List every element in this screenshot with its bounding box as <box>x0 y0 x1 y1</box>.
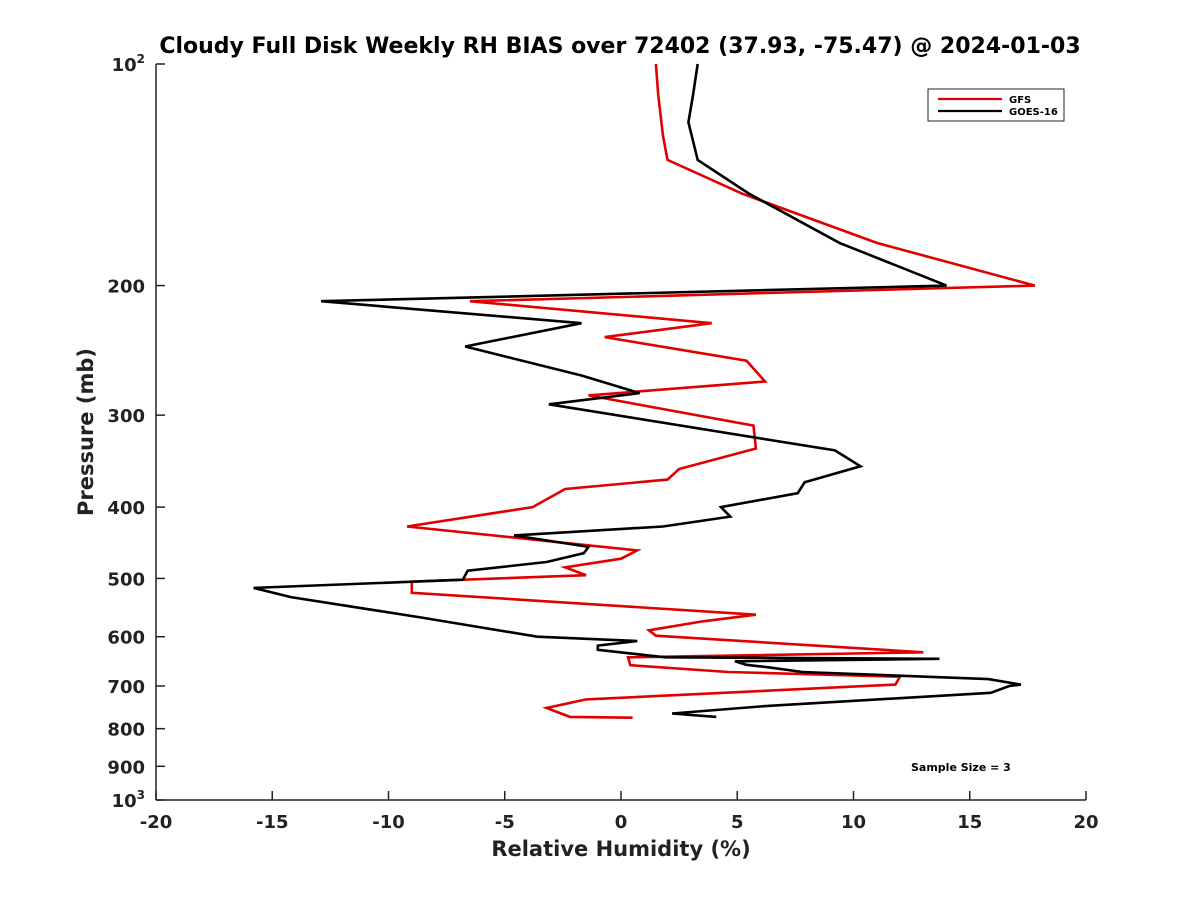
sample-size-annotation: Sample Size = 3 <box>911 761 1011 774</box>
legend-label-gfs: GFS <box>1009 95 1031 106</box>
y-tick-label: 300 <box>107 406 145 427</box>
y-tick-label: 800 <box>107 720 145 741</box>
x-tick-label: 20 <box>1073 812 1098 833</box>
y-tick-label: 600 <box>107 628 145 649</box>
y-tick-label: 900 <box>107 757 145 778</box>
y-ticks: 102 200 300 400 500 600 700 800 900 103 <box>107 52 165 812</box>
y-tick-label: 700 <box>107 677 145 698</box>
y-tick-label: 103 <box>112 788 145 812</box>
chart-title: Cloudy Full Disk Weekly RH BIAS over 724… <box>159 34 1080 59</box>
x-tick-label: -10 <box>372 812 405 833</box>
series-layer <box>253 63 1036 719</box>
x-tick-label: -15 <box>256 812 289 833</box>
series-line-1 <box>253 63 1022 719</box>
y-tick-label: 102 <box>112 52 145 76</box>
x-tick-label: -20 <box>140 812 173 833</box>
x-ticks: -20 -15 -10 -5 0 5 10 15 20 <box>140 791 1099 833</box>
series-line-0 <box>406 63 1036 719</box>
x-tick-label: -5 <box>495 812 515 833</box>
y-tick-label: 200 <box>107 277 145 298</box>
legend-box <box>927 88 1065 122</box>
plot-area <box>253 63 1036 719</box>
x-tick-label: 0 <box>615 812 628 833</box>
y-axis-label: Pressure (mb) <box>74 348 98 516</box>
x-tick-label: 15 <box>957 812 982 833</box>
x-tick-label: 10 <box>841 812 866 833</box>
y-tick-label: 400 <box>107 498 145 519</box>
legend-label-goes16: GOES-16 <box>1009 107 1058 118</box>
x-axis-label: Relative Humidity (%) <box>491 837 750 861</box>
legend: GFS GOES-16 <box>927 88 1065 122</box>
x-tick-label: 5 <box>731 812 744 833</box>
y-tick-label: 500 <box>107 569 145 590</box>
